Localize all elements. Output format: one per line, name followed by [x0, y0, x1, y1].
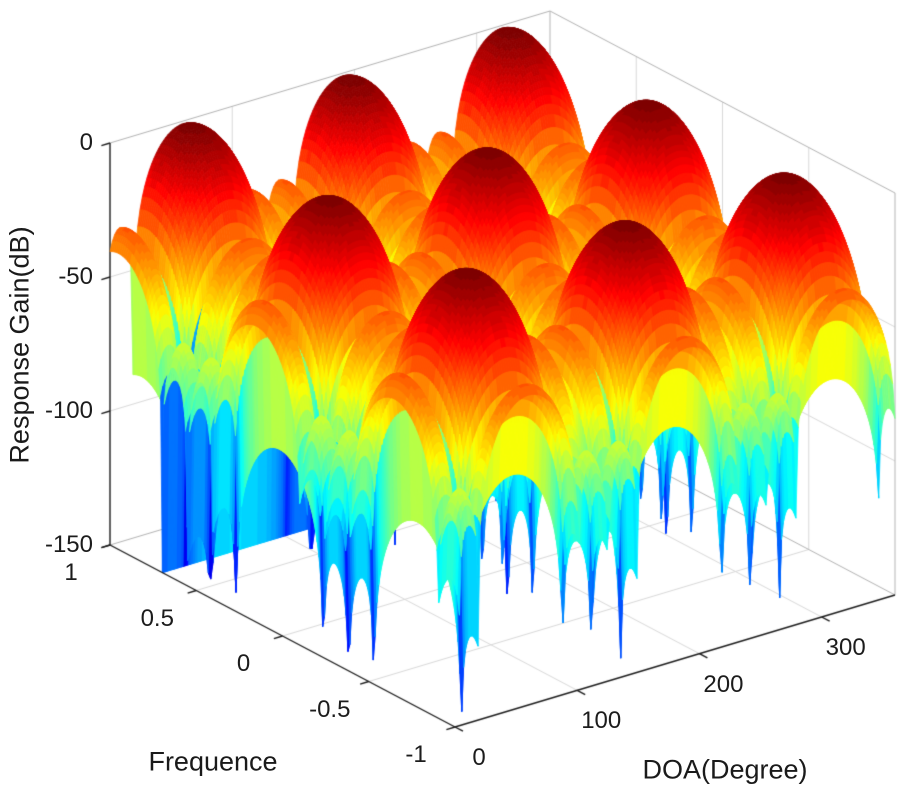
figure-3d-surface-plot: Response Gain(dB) Frequence DOA(Degree) …: [0, 0, 900, 800]
surface-plot-canvas: [0, 0, 900, 800]
